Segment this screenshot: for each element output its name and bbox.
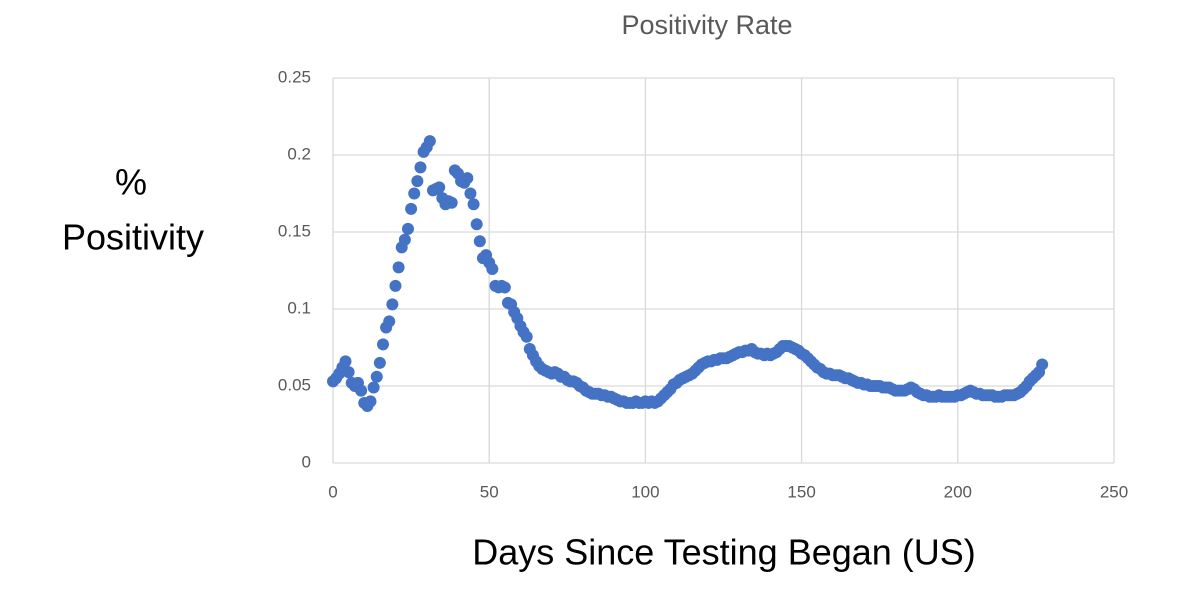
data-point (398, 233, 411, 246)
data-point (498, 281, 511, 294)
data-point (486, 262, 499, 275)
y-tick-label: 0.25 (278, 67, 311, 86)
data-point (376, 338, 389, 351)
data-point (401, 222, 414, 235)
x-tick-label: 0 (328, 482, 337, 501)
data-point (467, 198, 480, 211)
data-point (470, 218, 483, 231)
data-point (364, 395, 377, 408)
data-point (464, 187, 477, 200)
data-point (1036, 358, 1049, 371)
data-point (367, 381, 380, 394)
data-point (373, 356, 386, 369)
y-axis-label: % (115, 162, 147, 203)
data-point (389, 279, 402, 292)
data-point (386, 298, 399, 311)
x-tick-label: 100 (631, 482, 659, 501)
x-tick-label: 200 (944, 482, 972, 501)
data-point (414, 161, 427, 174)
data-point (408, 187, 421, 200)
x-axis-label: Days Since Testing Began (US) (472, 532, 976, 573)
data-point (461, 172, 474, 185)
data-point (423, 135, 436, 148)
chart-title: Positivity Rate (621, 10, 792, 40)
data-point (339, 355, 352, 368)
x-tick-label: 50 (480, 482, 499, 501)
data-point (473, 235, 486, 248)
y-tick-label: 0.05 (278, 375, 311, 394)
data-point (411, 175, 424, 188)
y-axis-label: Positivity (62, 217, 204, 258)
y-tick-label: 0 (302, 452, 311, 471)
data-point (370, 370, 383, 383)
data-point (355, 384, 368, 397)
y-tick-label: 0.2 (287, 144, 311, 163)
x-tick-label: 250 (1100, 482, 1128, 501)
data-point (433, 181, 446, 194)
x-tick-label: 150 (787, 482, 815, 501)
data-point (342, 366, 355, 379)
y-tick-label: 0.1 (287, 298, 311, 317)
y-tick-label: 0.15 (278, 221, 311, 240)
data-point (445, 196, 458, 209)
data-point (405, 202, 418, 215)
data-point (383, 315, 396, 328)
data-point (392, 261, 405, 274)
data-point (520, 330, 533, 343)
